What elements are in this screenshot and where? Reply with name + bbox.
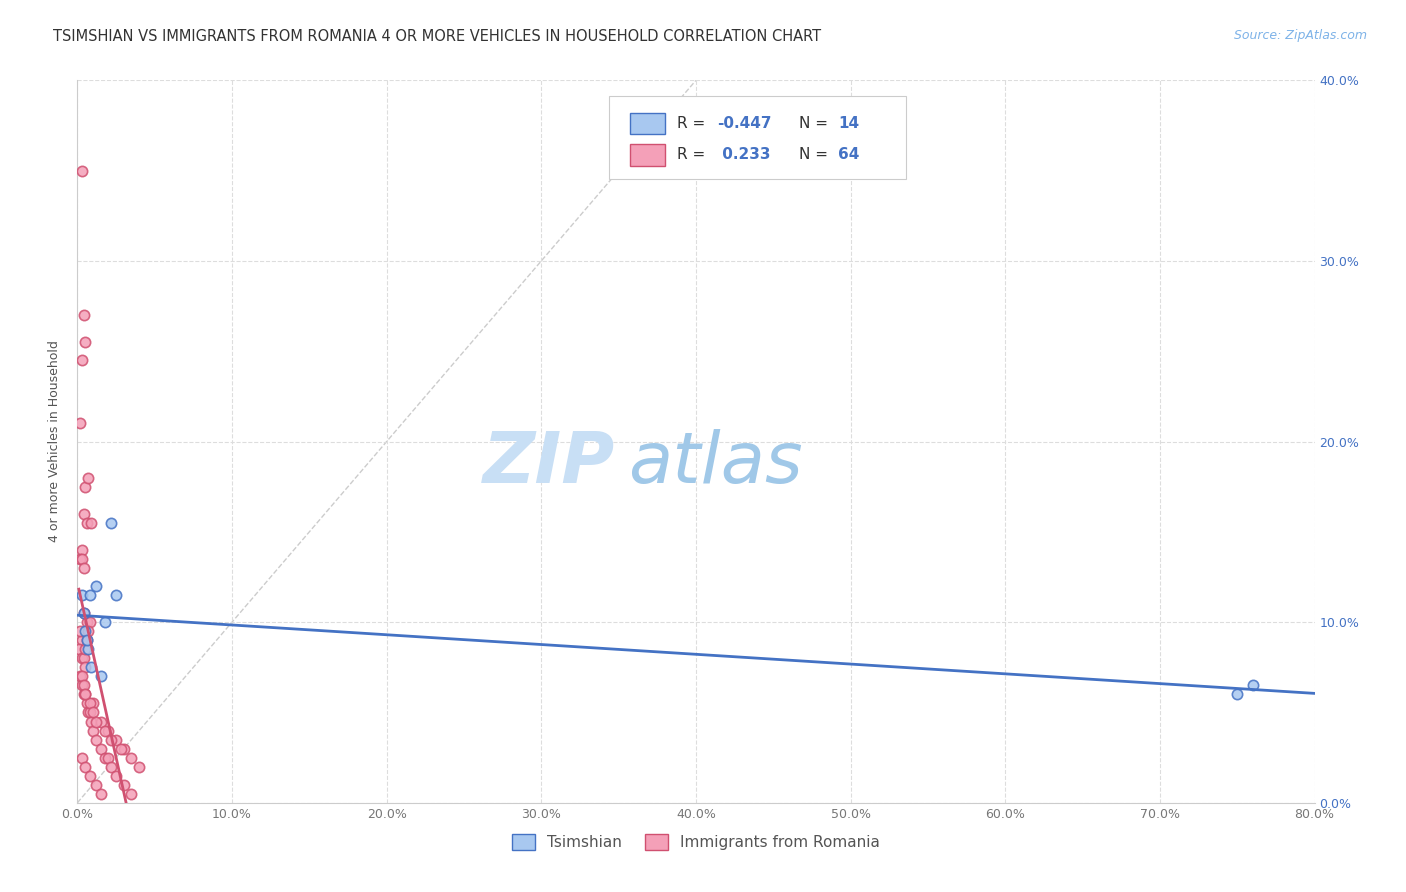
Point [84, 732, 107, 747]
Point [75, 687, 96, 701]
Point [75, 480, 96, 494]
Point [69, 417, 91, 431]
Text: Source: ZipAtlas.com: Source: ZipAtlas.com [1233, 29, 1367, 43]
Text: ZIP: ZIP [484, 429, 616, 498]
Point [80, 516, 103, 530]
Point [94, 615, 117, 630]
Point [105, 769, 127, 783]
Point [72, 651, 94, 665]
Point [70, 163, 93, 178]
Point [77, 471, 100, 485]
Point [76, 633, 98, 648]
Point [70, 678, 93, 692]
Text: TSIMSHIAN VS IMMIGRANTS FROM ROMANIA 4 OR MORE VEHICLES IN HOUSEHOLD CORRELATION: TSIMSHIAN VS IMMIGRANTS FROM ROMANIA 4 O… [53, 29, 821, 45]
Point [69, 669, 91, 683]
Point [80, 660, 103, 674]
Point [76, 615, 98, 630]
Point [128, 760, 150, 774]
Point [70, 552, 93, 566]
Point [82, 706, 104, 720]
Point [105, 588, 127, 602]
Point [121, 750, 143, 764]
Point [72, 606, 94, 620]
Text: R =: R = [678, 147, 710, 162]
Point [84, 579, 107, 593]
Point [112, 778, 135, 792]
Point [1241, 678, 1264, 692]
Point [72, 678, 94, 692]
Point [82, 697, 104, 711]
Point [97, 723, 120, 738]
Y-axis label: 4 or more Vehicles in Household: 4 or more Vehicles in Household [48, 341, 60, 542]
Point [90, 714, 111, 729]
Point [72, 507, 94, 521]
Point [72, 687, 94, 701]
Point [79, 615, 101, 630]
Point [100, 516, 122, 530]
Point [112, 741, 135, 756]
Point [77, 624, 100, 639]
Point [70, 750, 93, 764]
Point [100, 732, 122, 747]
Text: 0.233: 0.233 [717, 147, 770, 162]
Point [69, 552, 91, 566]
Point [82, 723, 104, 738]
Point [84, 778, 107, 792]
Point [90, 741, 111, 756]
Point [79, 769, 101, 783]
FancyBboxPatch shape [630, 112, 665, 135]
Point [90, 669, 111, 683]
Point [70, 669, 93, 683]
Text: R =: R = [678, 116, 710, 131]
Text: 14: 14 [838, 116, 859, 131]
Point [105, 732, 127, 747]
Point [77, 706, 100, 720]
Text: 64: 64 [838, 147, 859, 162]
Point [97, 750, 120, 764]
Point [70, 542, 93, 557]
Text: -0.447: -0.447 [717, 116, 772, 131]
Point [76, 697, 98, 711]
Point [72, 561, 94, 575]
Text: atlas: atlas [628, 429, 803, 498]
Point [90, 787, 111, 801]
Point [70, 588, 93, 602]
Point [75, 624, 96, 639]
Point [84, 714, 107, 729]
Point [76, 633, 98, 648]
Point [67, 642, 90, 657]
Point [77, 642, 100, 657]
FancyBboxPatch shape [609, 96, 907, 179]
Text: N =: N = [799, 147, 832, 162]
Point [72, 606, 94, 620]
Point [75, 642, 96, 657]
Point [80, 714, 103, 729]
Point [75, 660, 96, 674]
Point [76, 516, 98, 530]
Point [70, 651, 93, 665]
Point [70, 353, 93, 368]
Point [79, 588, 101, 602]
Point [75, 335, 96, 350]
Point [94, 723, 117, 738]
Point [75, 760, 96, 774]
Point [70, 633, 93, 648]
Point [72, 308, 94, 322]
Text: N =: N = [799, 116, 832, 131]
Legend: Tsimshian, Immigrants from Romania: Tsimshian, Immigrants from Romania [506, 829, 886, 856]
Point [94, 750, 117, 764]
FancyBboxPatch shape [630, 144, 665, 166]
Point [1226, 687, 1249, 701]
Point [69, 624, 91, 639]
Point [79, 697, 101, 711]
Point [79, 706, 101, 720]
Point [75, 687, 96, 701]
Point [110, 741, 132, 756]
Point [121, 787, 143, 801]
Point [100, 760, 122, 774]
